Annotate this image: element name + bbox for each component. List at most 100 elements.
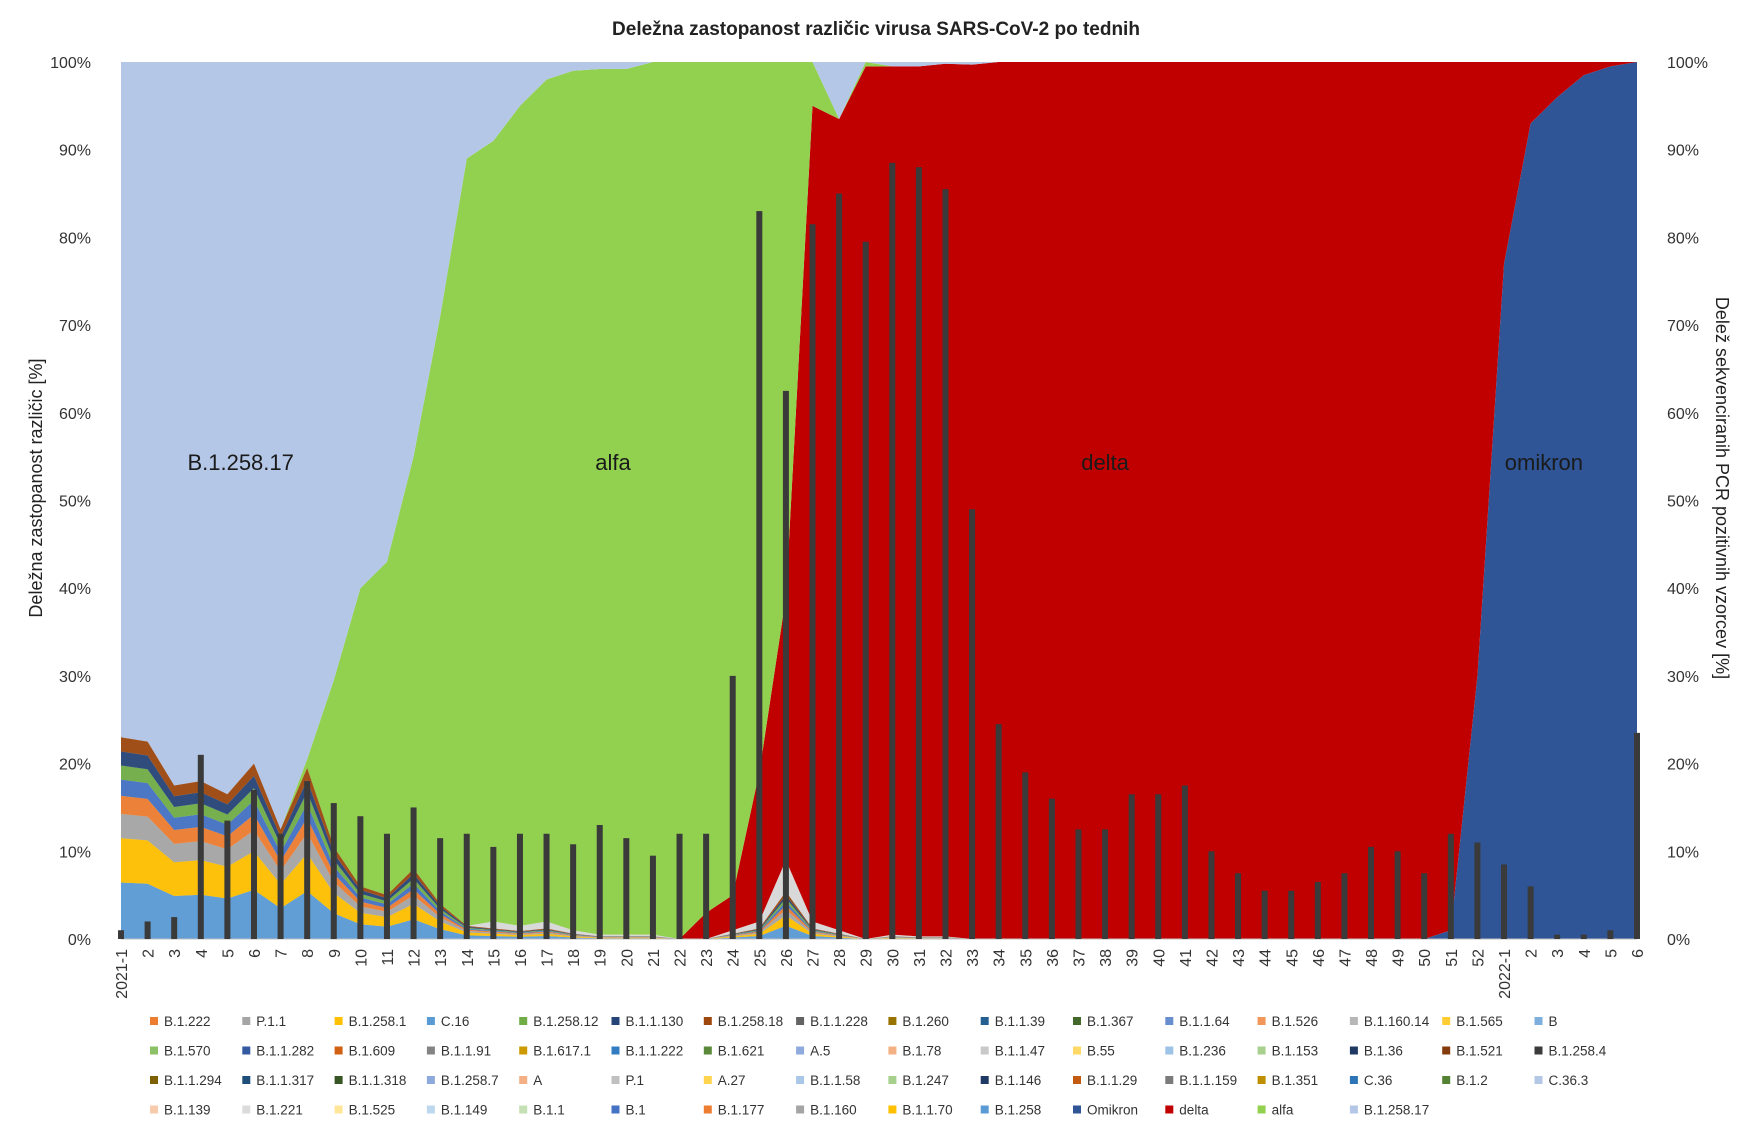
- legend-label: B.1.153: [1272, 1044, 1319, 1059]
- x-tick: 2: [1524, 949, 1541, 958]
- legend-item: B.1.565: [1442, 1014, 1503, 1029]
- legend-swatch: [150, 1076, 158, 1084]
- legend-swatch: [519, 1105, 528, 1114]
- legend-label: B.1.146: [995, 1073, 1042, 1088]
- legend-item: B.1.149: [426, 1103, 488, 1118]
- bar-week-58: [1634, 732, 1640, 939]
- legend-label: B.1.258.12: [533, 1014, 598, 1029]
- x-tick: 45: [1284, 949, 1301, 967]
- bar-week-29: [862, 241, 869, 939]
- legend-item: B.1.258.4: [1534, 1044, 1607, 1059]
- legend-label: B.1.1.91: [441, 1044, 491, 1059]
- legend-swatch: [796, 1105, 805, 1114]
- legend-label: B.1.617.1: [533, 1044, 591, 1059]
- bar-week-5: [224, 820, 231, 939]
- x-tick: 9: [327, 949, 344, 958]
- legend-label: P.1: [626, 1073, 645, 1088]
- y-ticks-right: 0% 10% 20% 30% 40% 50% 60% 70% 80% 90% 100%: [1667, 55, 1708, 949]
- bar-week-56: [1580, 934, 1587, 939]
- bar-week-30: [889, 162, 896, 940]
- area-delta: [121, 62, 1637, 939]
- x-tick: 14: [460, 949, 477, 967]
- bar-week-46: [1314, 882, 1321, 939]
- legend-item: B.1.617.1: [519, 1044, 591, 1059]
- x-tick: 47: [1337, 949, 1354, 967]
- legend-label: A.27: [718, 1073, 746, 1088]
- x-tick: 20: [619, 949, 636, 967]
- legend-item: B.1.222: [150, 1014, 211, 1029]
- legend-label: B.1.258.1: [349, 1014, 407, 1029]
- legend-label: B.1.1.282: [256, 1044, 314, 1059]
- legend-label: B.1: [626, 1103, 646, 1118]
- bar-week-34: [995, 724, 1002, 939]
- legend-item: B.1.78: [888, 1044, 941, 1059]
- bar-week-41: [1181, 785, 1188, 939]
- y-tick-right: 0%: [1667, 932, 1690, 949]
- x-tick: 19: [593, 949, 610, 967]
- bar-week-13: [437, 838, 444, 939]
- y-tick-right: 100%: [1667, 55, 1708, 72]
- bar-week-21: [649, 855, 656, 939]
- legend-swatch: [242, 1017, 251, 1025]
- legend-item: A.5: [796, 1044, 830, 1059]
- legend-label: B.1.258.7: [441, 1073, 499, 1088]
- x-tick: 50: [1417, 949, 1434, 967]
- legend-label: B.1.2: [1456, 1073, 1488, 1088]
- legend-swatch: [611, 1076, 620, 1084]
- legend-item: B.1.621: [703, 1044, 764, 1059]
- x-tick: 43: [1231, 949, 1248, 967]
- legend-swatch: [1349, 1046, 1358, 1055]
- y-tick-left: 80%: [59, 230, 91, 247]
- legend-label: B.1.526: [1272, 1014, 1319, 1029]
- legend-label: Omikron: [1087, 1103, 1138, 1118]
- x-tick: 15: [486, 949, 503, 967]
- x-tick: 17: [540, 949, 557, 967]
- legend-item: B.1.139: [150, 1103, 211, 1118]
- x-tick: 18: [566, 949, 583, 967]
- legend-label: B.1.258.17: [1364, 1103, 1429, 1118]
- legend-label: B.1.1.47: [995, 1044, 1045, 1059]
- bar-week-51: [1447, 833, 1454, 939]
- legend-label: B.1.367: [1087, 1014, 1134, 1029]
- legend-label: B.1.609: [349, 1044, 396, 1059]
- legend-swatch: [980, 1017, 989, 1025]
- legend-item: B.1.258.18: [703, 1014, 783, 1029]
- legend-item: B.1.1.47: [980, 1044, 1045, 1059]
- legend-swatch: [1073, 1105, 1081, 1114]
- legend-label: B.1.160: [810, 1103, 857, 1118]
- bar-week-47: [1341, 873, 1348, 939]
- legend: B.1.222 P.1.1 B.1.258.1 C.16 B.1.258.12 B.1.1…: [150, 1014, 1607, 1118]
- legend-label: B.1.149: [441, 1103, 488, 1118]
- legend-item: B.1.1.317: [242, 1073, 314, 1088]
- bar-week-33: [969, 509, 976, 939]
- legend-item: B.1.1.294: [150, 1073, 222, 1088]
- x-tick: 5: [1603, 949, 1620, 958]
- legend-label: B.1.177: [718, 1103, 765, 1118]
- bar-week-11: [383, 833, 390, 939]
- x-ticks: 2021-1 2 3 4 5 6 7 8 9 10 11 12 13 14 15 16 17 18 19 20 21 22…: [114, 949, 1647, 999]
- legend-swatch: [888, 1046, 897, 1055]
- legend-item: B.1.153: [1257, 1044, 1319, 1059]
- legend-item: P.1: [611, 1073, 645, 1088]
- bar-week-9: [330, 803, 337, 939]
- x-tick: 5: [220, 949, 237, 958]
- legend-swatch: [1165, 1076, 1174, 1084]
- bar-week-20: [623, 838, 630, 939]
- legend-label: C.16: [441, 1014, 470, 1029]
- legend-item: B.1.258.12: [519, 1014, 599, 1029]
- y-tick-left: 70%: [59, 318, 91, 335]
- legend-item: C.36: [1349, 1073, 1392, 1088]
- y-tick-left: 100%: [50, 55, 91, 72]
- bar-week-2: [144, 921, 151, 939]
- legend-label: B.1.351: [1272, 1073, 1319, 1088]
- y-tick-right: 70%: [1667, 318, 1699, 335]
- legend-item: B.1.525: [334, 1103, 395, 1118]
- legend-item: B.1.1.39: [980, 1014, 1045, 1029]
- legend-swatch: [888, 1105, 897, 1114]
- x-tick: 10: [353, 949, 370, 967]
- legend-swatch: [242, 1076, 251, 1084]
- legend-item: B.1.258: [980, 1103, 1041, 1118]
- legend-item: B.1.526: [1257, 1014, 1319, 1029]
- legend-label: B: [1549, 1014, 1558, 1029]
